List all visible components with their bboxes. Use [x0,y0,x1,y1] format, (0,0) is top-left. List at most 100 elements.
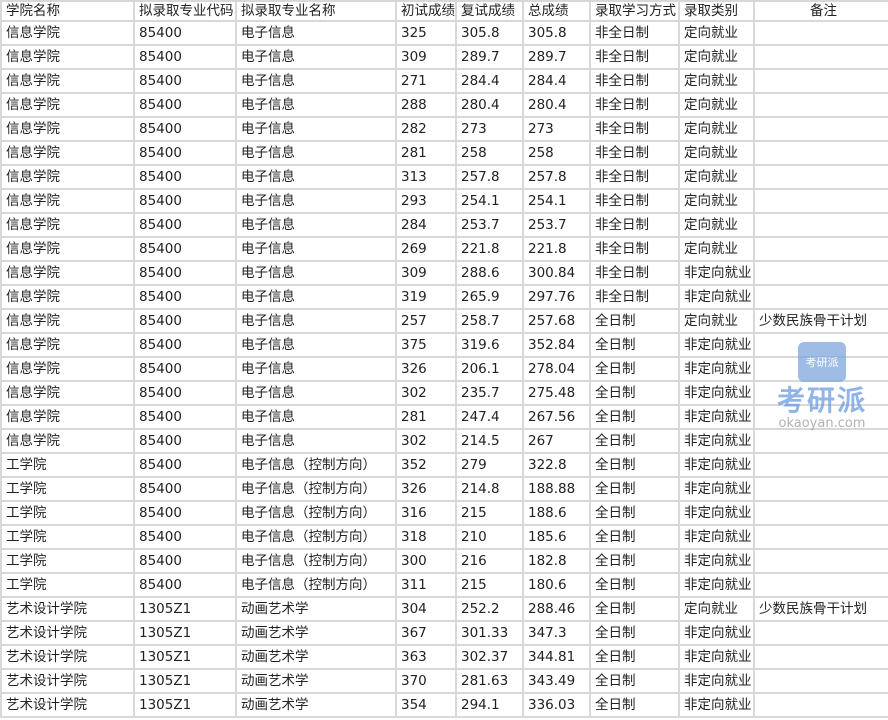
cell-major-name[interactable]: 动画艺术学 [235,644,397,670]
cell-admission-type[interactable]: 定向就业 [678,596,755,622]
cell-college[interactable]: 艺术设计学院 [0,668,135,694]
cell-remarks[interactable] [753,452,888,478]
header-initial-score[interactable]: 初试成绩 [395,0,457,22]
header-major-name[interactable]: 拟录取专业名称 [235,0,397,22]
cell-major-name[interactable]: 动画艺术学 [235,596,397,622]
cell-college[interactable]: 工学院 [0,524,135,550]
cell-initial-score[interactable]: 304 [395,596,457,622]
cell-major-name[interactable]: 电子信息 [235,188,397,214]
cell-remarks[interactable] [753,212,888,238]
cell-initial-score[interactable]: 326 [395,476,457,502]
cell-college[interactable]: 信息学院 [0,116,135,142]
cell-major-code[interactable]: 85400 [133,572,237,598]
cell-major-name[interactable]: 电子信息 [235,44,397,70]
cell-major-code[interactable]: 1305Z1 [133,668,237,694]
cell-major-code[interactable]: 85400 [133,188,237,214]
cell-retest-score[interactable]: 301.33 [455,620,524,646]
cell-retest-score[interactable]: 288.6 [455,260,524,286]
cell-major-name[interactable]: 电子信息 [235,356,397,382]
cell-study-mode[interactable]: 非全日制 [589,116,680,142]
cell-admission-type[interactable]: 非定向就业 [678,620,755,646]
cell-major-code[interactable]: 85400 [133,356,237,382]
cell-initial-score[interactable]: 281 [395,140,457,166]
header-study-mode[interactable]: 录取学习方式 [589,0,680,22]
cell-major-code[interactable]: 85400 [133,404,237,430]
cell-total-score[interactable]: 257.8 [522,164,591,190]
cell-study-mode[interactable]: 非全日制 [589,140,680,166]
cell-admission-type[interactable]: 定向就业 [678,68,755,94]
cell-total-score[interactable]: 352.84 [522,332,591,358]
cell-total-score[interactable]: 297.76 [522,284,591,310]
cell-admission-type[interactable]: 非定向就业 [678,644,755,670]
cell-remarks[interactable] [753,92,888,118]
cell-study-mode[interactable]: 非全日制 [589,44,680,70]
cell-retest-score[interactable]: 215 [455,500,524,526]
cell-major-code[interactable]: 85400 [133,164,237,190]
cell-admission-type[interactable]: 定向就业 [678,164,755,190]
cell-major-code[interactable]: 85400 [133,44,237,70]
cell-remarks[interactable] [753,572,888,598]
cell-major-code[interactable]: 1305Z1 [133,596,237,622]
cell-retest-score[interactable]: 281.63 [455,668,524,694]
cell-major-code[interactable]: 1305Z1 [133,692,237,718]
cell-major-name[interactable]: 电子信息（控制方向） [235,524,397,550]
cell-study-mode[interactable]: 非全日制 [589,188,680,214]
cell-retest-score[interactable]: 216 [455,548,524,574]
cell-total-score[interactable]: 258 [522,140,591,166]
cell-initial-score[interactable]: 354 [395,692,457,718]
cell-major-name[interactable]: 电子信息 [235,116,397,142]
cell-college[interactable]: 信息学院 [0,212,135,238]
cell-remarks[interactable] [753,356,888,382]
cell-remarks[interactable] [753,500,888,526]
cell-admission-type[interactable]: 非定向就业 [678,668,755,694]
cell-college[interactable]: 信息学院 [0,44,135,70]
cell-retest-score[interactable]: 258.7 [455,308,524,334]
header-remarks[interactable]: 备注 [753,0,888,22]
cell-admission-type[interactable]: 定向就业 [678,236,755,262]
cell-college[interactable]: 工学院 [0,548,135,574]
cell-major-name[interactable]: 动画艺术学 [235,668,397,694]
cell-initial-score[interactable]: 300 [395,548,457,574]
cell-remarks[interactable] [753,260,888,286]
cell-initial-score[interactable]: 316 [395,500,457,526]
cell-major-code[interactable]: 85400 [133,428,237,454]
cell-initial-score[interactable]: 311 [395,572,457,598]
cell-admission-type[interactable]: 定向就业 [678,188,755,214]
cell-college[interactable]: 信息学院 [0,356,135,382]
cell-retest-score[interactable]: 206.1 [455,356,524,382]
cell-retest-score[interactable]: 235.7 [455,380,524,406]
cell-major-code[interactable]: 85400 [133,284,237,310]
cell-initial-score[interactable]: 367 [395,620,457,646]
cell-study-mode[interactable]: 全日制 [589,668,680,694]
cell-major-name[interactable]: 电子信息 [235,428,397,454]
cell-retest-score[interactable]: 214.8 [455,476,524,502]
cell-study-mode[interactable]: 全日制 [589,356,680,382]
cell-study-mode[interactable]: 非全日制 [589,20,680,46]
cell-retest-score[interactable]: 265.9 [455,284,524,310]
cell-total-score[interactable]: 322.8 [522,452,591,478]
cell-total-score[interactable]: 182.8 [522,548,591,574]
cell-major-code[interactable]: 85400 [133,452,237,478]
cell-major-name[interactable]: 电子信息 [235,236,397,262]
cell-college[interactable]: 信息学院 [0,260,135,286]
cell-study-mode[interactable]: 全日制 [589,620,680,646]
cell-study-mode[interactable]: 全日制 [589,572,680,598]
cell-initial-score[interactable]: 309 [395,260,457,286]
cell-admission-type[interactable]: 定向就业 [678,92,755,118]
cell-remarks[interactable] [753,140,888,166]
cell-initial-score[interactable]: 370 [395,668,457,694]
cell-major-name[interactable]: 电子信息（控制方向） [235,452,397,478]
cell-admission-type[interactable]: 非定向就业 [678,452,755,478]
cell-admission-type[interactable]: 非定向就业 [678,428,755,454]
cell-remarks[interactable] [753,692,888,718]
cell-admission-type[interactable]: 非定向就业 [678,548,755,574]
cell-college[interactable]: 工学院 [0,476,135,502]
cell-remarks[interactable] [753,188,888,214]
cell-admission-type[interactable]: 定向就业 [678,212,755,238]
cell-retest-score[interactable]: 221.8 [455,236,524,262]
cell-major-name[interactable]: 电子信息 [235,164,397,190]
header-major-code[interactable]: 拟录取专业代码 [133,0,237,22]
cell-college[interactable]: 信息学院 [0,380,135,406]
cell-retest-score[interactable]: 294.1 [455,692,524,718]
cell-admission-type[interactable]: 非定向就业 [678,380,755,406]
